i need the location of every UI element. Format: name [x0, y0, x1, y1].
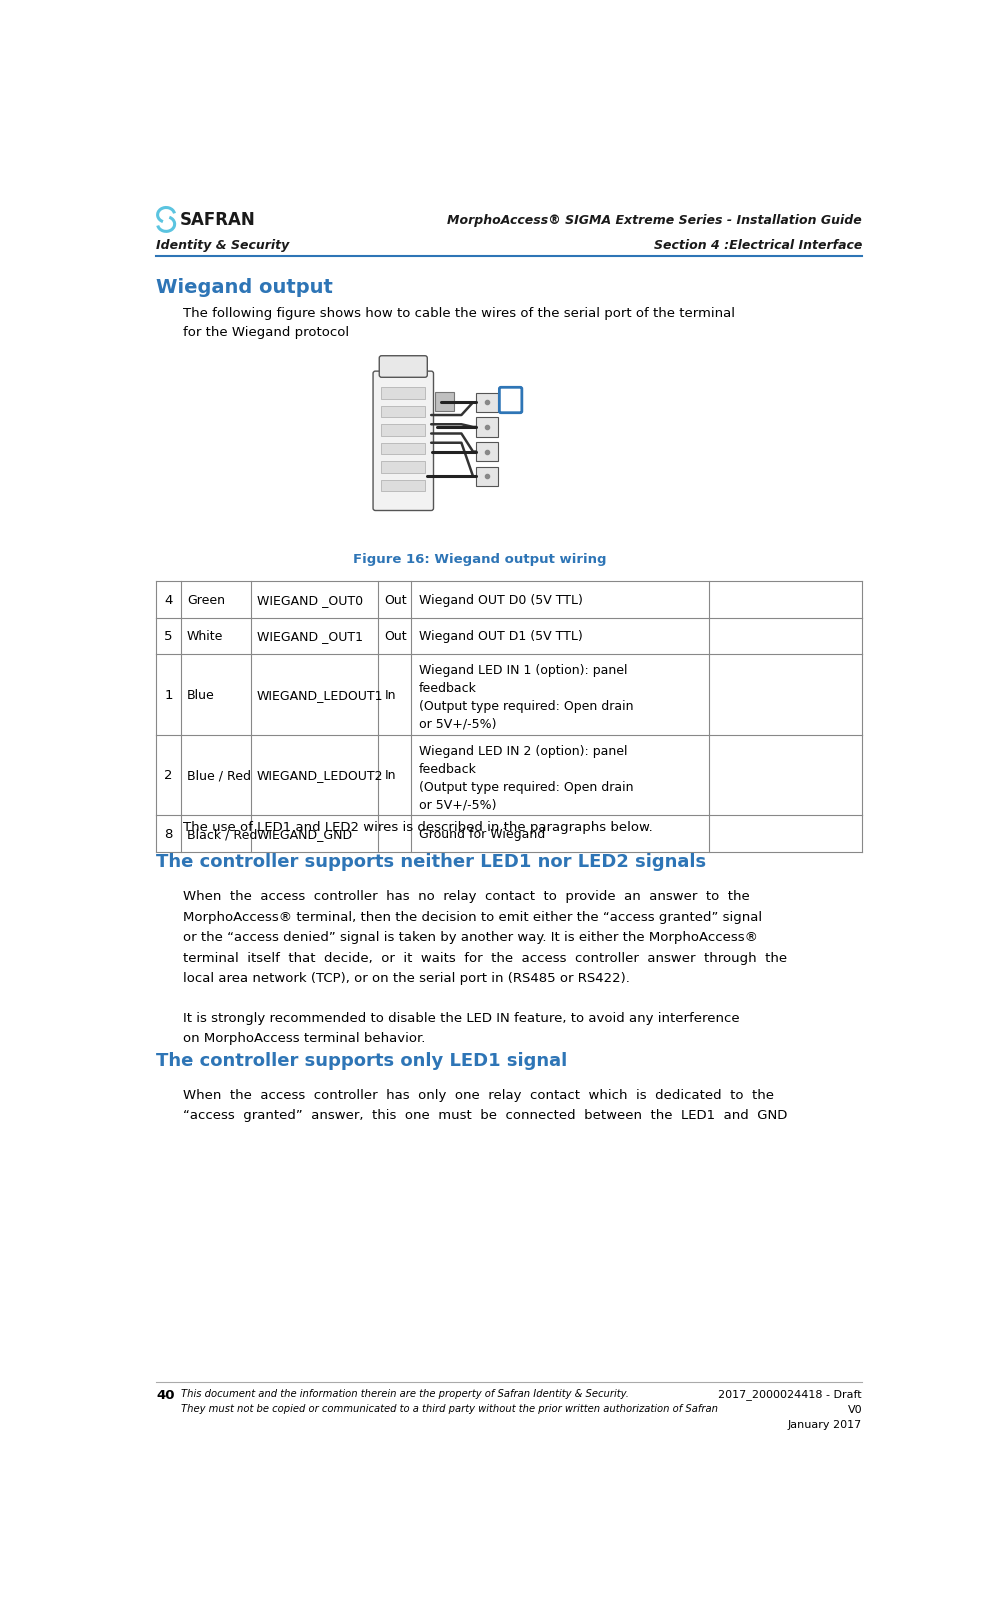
Text: When  the  access  controller  has  only  one  relay  contact  which  is  dedica: When the access controller has only one … — [183, 1088, 775, 1101]
Bar — [476, 393, 498, 412]
Text: In: In — [384, 769, 396, 782]
Text: Black / Red: Black / Red — [187, 828, 258, 841]
Text: When  the  access  controller  has  no  relay  contact  to  provide  an  answer : When the access controller has no relay … — [183, 889, 750, 902]
Text: 1: 1 — [164, 689, 173, 701]
FancyBboxPatch shape — [373, 372, 434, 510]
Text: 4: 4 — [164, 594, 173, 607]
Text: In: In — [384, 689, 396, 701]
Text: Wiegand OUT D0 (5V TTL): Wiegand OUT D0 (5V TTL) — [419, 594, 583, 607]
Text: SAFRAN: SAFRAN — [179, 212, 255, 230]
Bar — [380, 443, 425, 454]
Bar — [476, 417, 498, 437]
Text: Wiegand OUT D1 (5V TTL): Wiegand OUT D1 (5V TTL) — [419, 629, 583, 642]
Text: Out: Out — [384, 629, 407, 642]
Bar — [380, 425, 425, 437]
Bar — [380, 480, 425, 493]
Bar — [380, 406, 425, 417]
Text: 40: 40 — [156, 1388, 175, 1401]
FancyBboxPatch shape — [499, 388, 522, 414]
Text: Blue / Red: Blue / Red — [187, 769, 251, 782]
Text: Wiegand LED IN 1 (option): panel
feedback
(Output type required: Open drain
or 5: Wiegand LED IN 1 (option): panel feedbac… — [419, 663, 633, 730]
Text: “access  granted”  answer,  this  one  must  be  connected  between  the  LED1  : “access granted” answer, this one must b… — [183, 1109, 787, 1122]
Text: Ground for Wiegand: Ground for Wiegand — [419, 828, 545, 841]
Text: The use of LED1 and LED2 wires is described in the paragraphs below.: The use of LED1 and LED2 wires is descri… — [183, 820, 653, 833]
Text: Out: Out — [384, 594, 407, 607]
Text: WIEGAND _OUT1: WIEGAND _OUT1 — [257, 629, 363, 642]
Text: It is strongly recommended to disable the LED IN feature, to avoid any interfere: It is strongly recommended to disable th… — [183, 1011, 740, 1024]
Bar — [380, 462, 425, 473]
Text: on MorphoAccess terminal behavior.: on MorphoAccess terminal behavior. — [183, 1032, 426, 1045]
Text: 2017_2000024418 - Draft
V0
January 2017: 2017_2000024418 - Draft V0 January 2017 — [718, 1388, 863, 1428]
Text: Wiegand LED IN 2 (option): panel
feedback
(Output type required: Open drain
or 5: Wiegand LED IN 2 (option): panel feedbac… — [419, 745, 633, 811]
Text: White: White — [187, 629, 223, 642]
Text: local area network (TCP), or on the serial port in (RS485 or RS422).: local area network (TCP), or on the seri… — [183, 971, 630, 984]
Text: WIEGAND_LEDOUT2: WIEGAND_LEDOUT2 — [257, 769, 383, 782]
Text: MorphoAccess® SIGMA Extreme Series - Installation Guide: MorphoAccess® SIGMA Extreme Series - Ins… — [448, 213, 863, 226]
Text: The controller supports neither LED1 nor LED2 signals: The controller supports neither LED1 nor… — [156, 852, 706, 872]
Text: terminal  itself  that  decide,  or  it  waits  for  the  access  controller  an: terminal itself that decide, or it waits… — [183, 950, 787, 965]
Text: 2: 2 — [164, 769, 173, 782]
Text: Blue: Blue — [187, 689, 214, 701]
Text: WIEGAND_GND: WIEGAND_GND — [257, 828, 353, 841]
Text: MorphoAccess® terminal, then the decision to emit either the “access granted” si: MorphoAccess® terminal, then the decisio… — [183, 910, 763, 923]
Text: Identity & Security: Identity & Security — [156, 239, 289, 252]
Text: The following figure shows how to cable the wires of the serial port of the term: The following figure shows how to cable … — [183, 307, 735, 339]
Text: Wiegand output: Wiegand output — [156, 278, 333, 297]
Text: 8: 8 — [164, 828, 173, 841]
Text: Figure 16: Wiegand output wiring: Figure 16: Wiegand output wiring — [354, 552, 607, 565]
Text: WIEGAND _OUT0: WIEGAND _OUT0 — [257, 594, 363, 607]
Bar — [380, 388, 425, 400]
Text: WIEGAND_LEDOUT1: WIEGAND_LEDOUT1 — [257, 689, 383, 701]
Text: The controller supports only LED1 signal: The controller supports only LED1 signal — [156, 1051, 567, 1069]
Bar — [476, 467, 498, 486]
FancyBboxPatch shape — [379, 356, 427, 379]
Text: 5: 5 — [164, 629, 173, 642]
Text: Section 4 :Electrical Interface: Section 4 :Electrical Interface — [654, 239, 863, 252]
Text: Green: Green — [187, 594, 225, 607]
Text: This document and the information therein are the property of Safran Identity & : This document and the information therei… — [181, 1388, 718, 1412]
Text: or the “access denied” signal is taken by another way. It is either the MorphoAc: or the “access denied” signal is taken b… — [183, 931, 758, 944]
Bar — [476, 443, 498, 462]
Bar — [435, 393, 454, 412]
